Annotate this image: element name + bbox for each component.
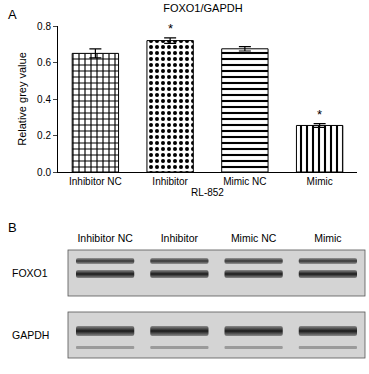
svg-text:A: A <box>8 7 17 22</box>
svg-text:Inhibitor: Inhibitor <box>152 176 188 187</box>
svg-text:*: * <box>317 107 322 122</box>
svg-text:B: B <box>8 220 17 235</box>
svg-text:FOXO1: FOXO1 <box>12 267 48 279</box>
svg-text:Mimic: Mimic <box>307 176 333 187</box>
svg-text:Inhibitor NC: Inhibitor NC <box>77 232 133 244</box>
svg-text:Mimic: Mimic <box>314 232 341 244</box>
svg-text:RL-852: RL-852 <box>191 187 224 198</box>
svg-text:0.6: 0.6 <box>37 57 51 68</box>
svg-text:GAPDH: GAPDH <box>12 329 49 341</box>
svg-text:*: * <box>168 21 173 36</box>
svg-text:Mimic NC: Mimic NC <box>231 232 277 244</box>
svg-text:0.4: 0.4 <box>37 94 51 105</box>
svg-text:Mimic NC: Mimic NC <box>223 176 266 187</box>
svg-text:0.8: 0.8 <box>37 21 51 32</box>
svg-text:FOXO1/GAPDH: FOXO1/GAPDH <box>163 2 243 14</box>
svg-text:0.0: 0.0 <box>37 167 51 178</box>
svg-text:Relative grey value: Relative grey value <box>16 52 28 146</box>
svg-text:Inhibitor NC: Inhibitor NC <box>69 176 122 187</box>
svg-text:0.2: 0.2 <box>37 130 51 141</box>
svg-text:Inhibitor: Inhibitor <box>161 232 199 244</box>
